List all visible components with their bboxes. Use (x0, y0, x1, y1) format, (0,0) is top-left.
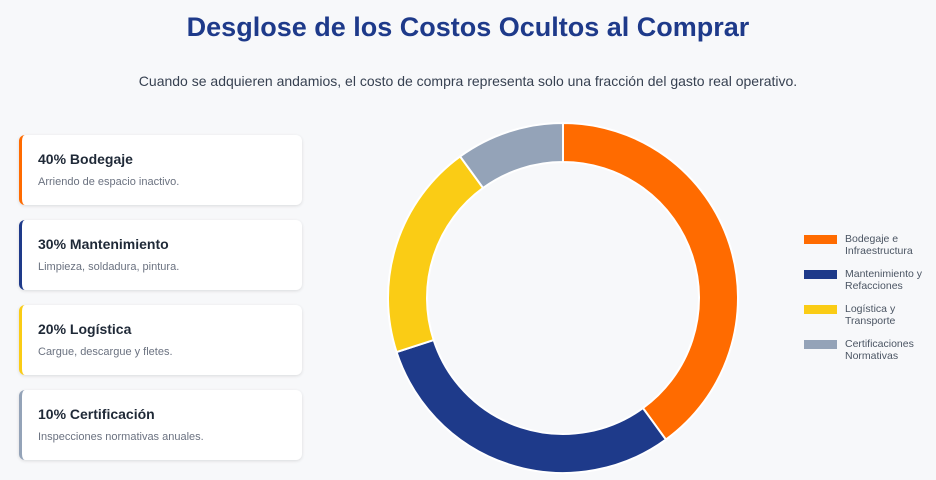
legend-label: Bodegaje e Infraestructura (845, 233, 913, 257)
donut-segment[interactable] (458, 121, 564, 190)
legend-label: Certificaciones Normativas (845, 338, 914, 362)
legend-swatch (804, 270, 837, 279)
donut-segment[interactable] (562, 121, 739, 441)
legend-item[interactable]: Certificaciones Normativas (804, 338, 936, 362)
donut-segment[interactable] (387, 155, 485, 354)
card-title: 20% Logística (38, 321, 132, 337)
legend-item[interactable]: Bodegaje e Infraestructura (804, 233, 936, 257)
cost-card: 20% Logística Cargue, descargue y fletes. (19, 305, 302, 375)
legend-label: Logística y Transporte (845, 303, 896, 327)
card-title: 40% Bodegaje (38, 151, 133, 167)
legend-swatch (804, 340, 837, 349)
page-subtitle: Cuando se adquieren andamios, el costo d… (138, 73, 798, 89)
legend-item[interactable]: Mantenimiento y Refacciones (804, 268, 936, 292)
card-description: Limpieza, soldadura, pintura. (38, 261, 180, 273)
legend-label: Mantenimiento y Refacciones (845, 268, 923, 292)
cost-card: 30% Mantenimiento Limpieza, soldadura, pi… (19, 220, 302, 290)
card-title: 10% Certificación (38, 406, 155, 422)
cost-card: 10% Certificación Inspecciones normativas… (19, 390, 302, 460)
card-description: Inspecciones normativas anuales. (38, 431, 204, 443)
donut-segment[interactable] (395, 338, 668, 474)
card-description: Cargue, descargue y fletes. (38, 346, 173, 358)
legend-swatch (804, 305, 837, 314)
cost-card: 40% Bodegaje Arriendo de espacio inactivo… (19, 135, 302, 205)
legend-swatch (804, 235, 837, 244)
card-title: 30% Mantenimiento (38, 236, 169, 252)
card-description: Arriendo de espacio inactivo. (38, 176, 180, 188)
legend-item[interactable]: Logística y Transporte (804, 303, 936, 327)
page-title: Desglose de los Costos Ocultos al Compra… (186, 12, 750, 42)
